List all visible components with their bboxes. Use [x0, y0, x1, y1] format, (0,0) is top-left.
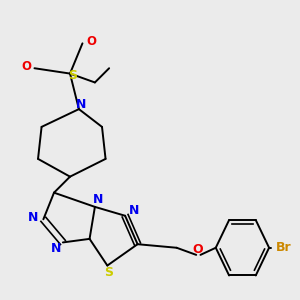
Text: Br: Br	[276, 241, 292, 254]
Text: N: N	[93, 193, 103, 206]
Text: N: N	[28, 211, 38, 224]
Text: N: N	[76, 98, 86, 111]
Text: O: O	[22, 60, 32, 73]
Text: O: O	[193, 243, 203, 256]
Text: N: N	[51, 242, 61, 255]
Text: S: S	[105, 266, 114, 279]
Text: O: O	[86, 35, 96, 48]
Text: N: N	[129, 204, 139, 217]
Text: S: S	[68, 69, 77, 82]
